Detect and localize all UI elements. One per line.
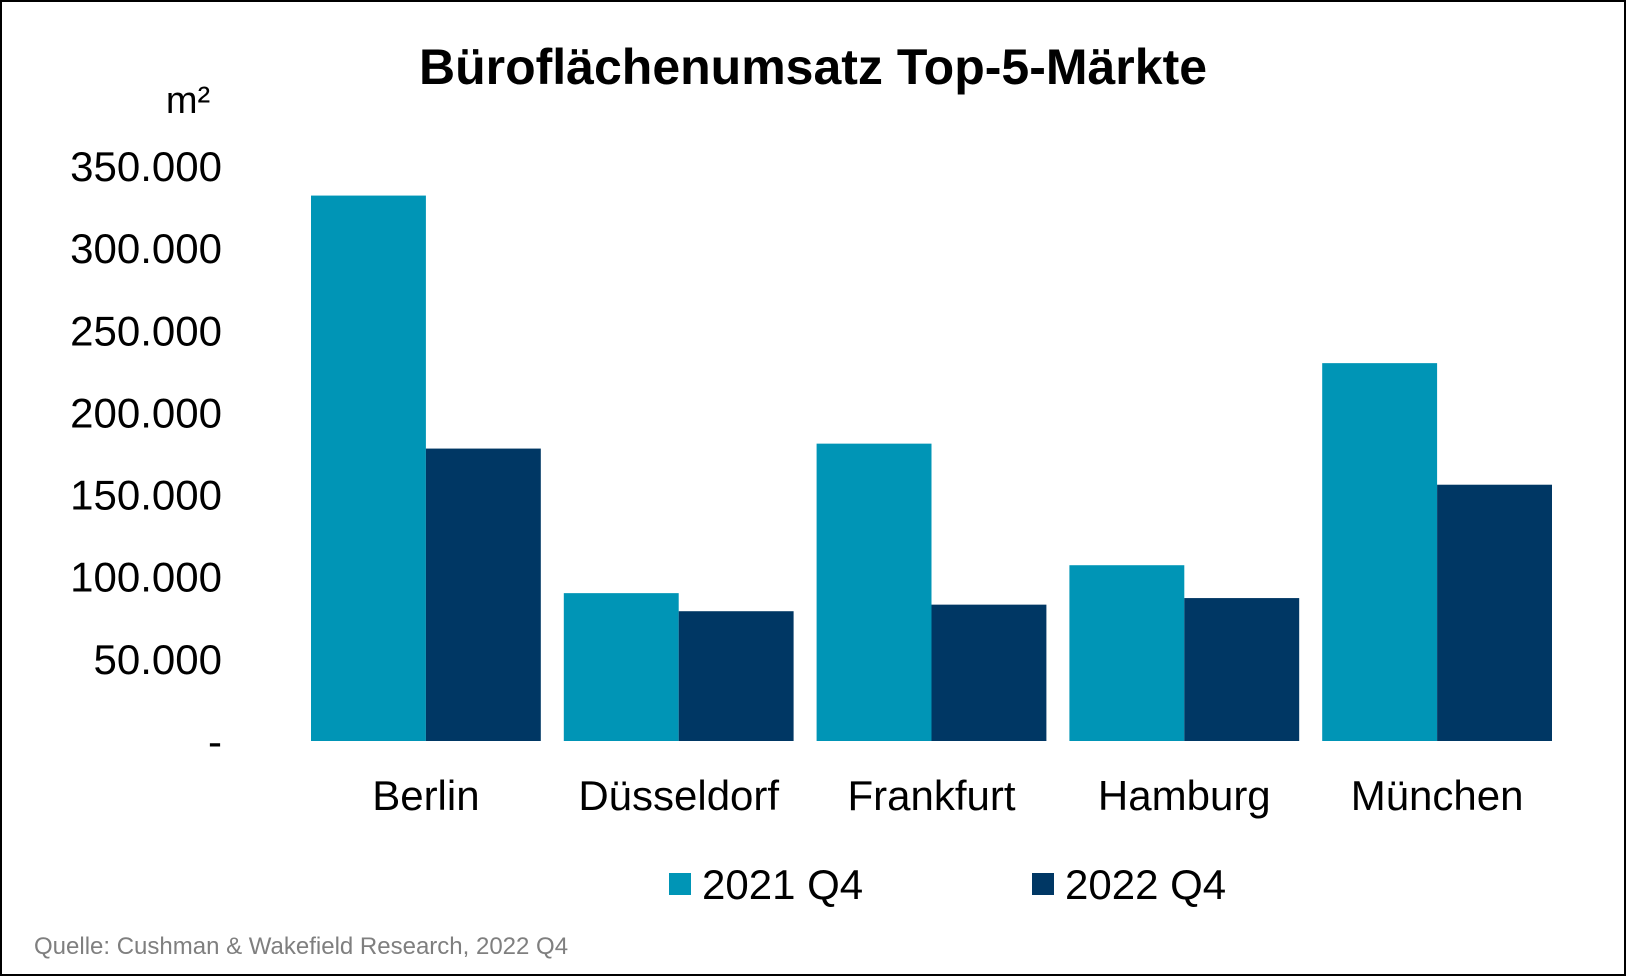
x-tick-label: Düsseldorf [578,772,779,819]
bar-münchen-2021-q4 [1322,363,1438,741]
y-tick-label: 200.000 [70,389,222,436]
chart-title: Büroflächenumsatz Top-5-Märkte [419,39,1207,95]
y-tick-label: 350.000 [70,143,222,190]
y-tick-label: - [208,718,222,765]
bar-düsseldorf-2021-q4 [563,593,679,741]
legend-swatch [1032,873,1054,895]
y-axis-unit: m² [166,80,210,122]
x-tick-label: München [1351,772,1524,819]
legend-swatch [669,873,691,895]
bar-berlin-2022-q4 [425,448,541,741]
bar-hamburg-2021-q4 [1069,565,1185,741]
bar-frankfurt-2022-q4 [931,604,1047,741]
bar-hamburg-2022-q4 [1184,598,1300,741]
x-tick-label: Berlin [372,772,479,819]
y-tick-label: 250.000 [70,307,222,354]
bar-berlin-2021-q4 [311,195,426,742]
y-tick-label: 50.000 [94,636,222,683]
y-tick-label: 300.000 [70,225,222,272]
legend: 2021 Q4 2022 Q4 [669,861,1226,908]
y-axis-ticks: - 50.000 100.000 150.000 200.000 250.000 300.0… [70,143,222,765]
legend-label: 2022 Q4 [1065,861,1226,908]
bar-münchen-2022-q4 [1437,484,1552,741]
bars [311,195,1552,742]
bar-düsseldorf-2022-q4 [678,611,794,741]
x-axis-labels: Berlin Düsseldorf Frankfurt Hamburg München [372,772,1523,819]
x-tick-label: Hamburg [1098,772,1271,819]
legend-label: 2021 Q4 [702,861,863,908]
y-tick-label: 150.000 [70,472,222,519]
y-tick-label: 100.000 [70,554,222,601]
bar-frankfurt-2021-q4 [816,443,932,741]
source-note: Quelle: Cushman & Wakefield Research, 20… [34,933,568,960]
x-tick-label: Frankfurt [847,772,1015,819]
